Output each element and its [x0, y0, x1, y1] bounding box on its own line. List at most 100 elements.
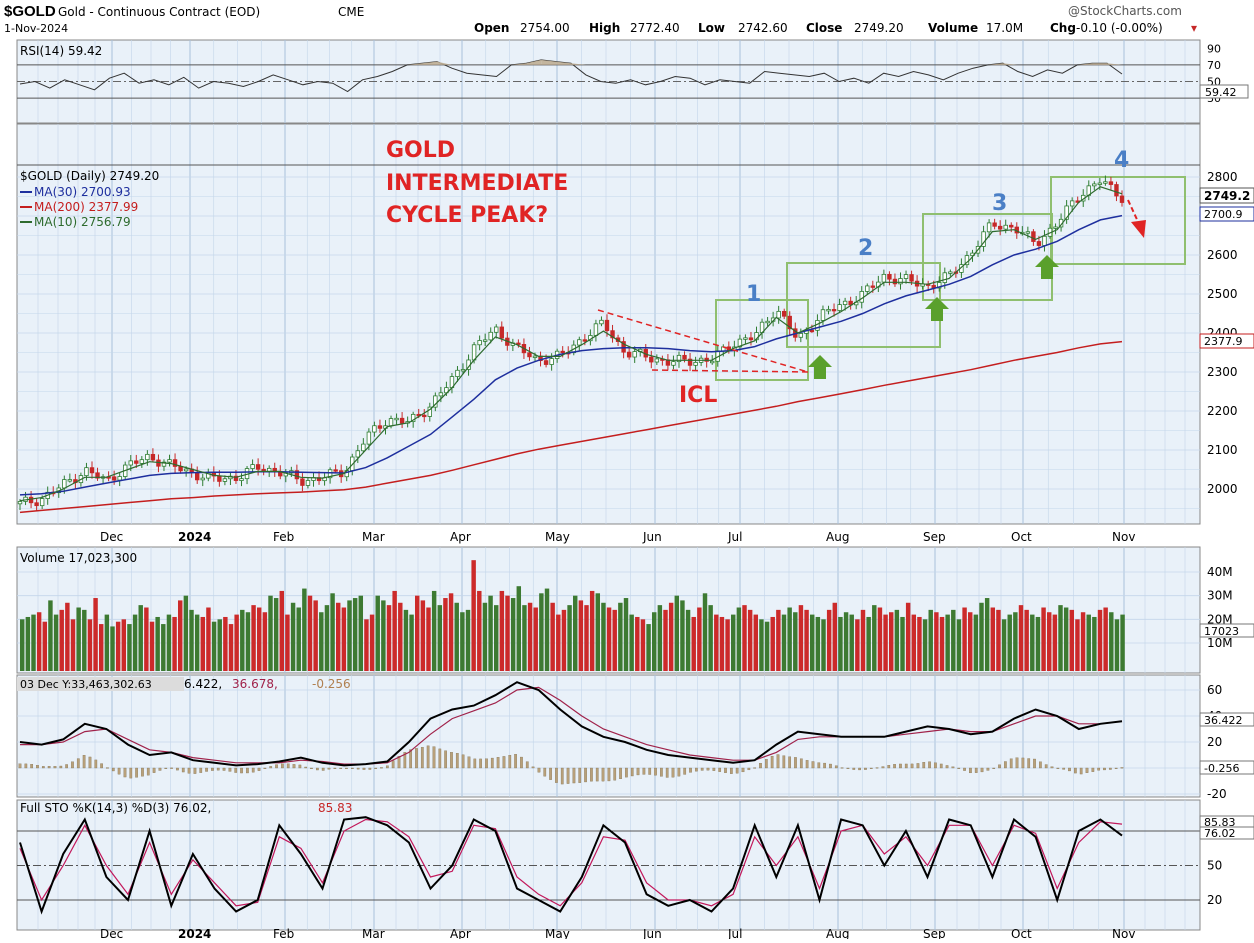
macd-hist-bar [525, 761, 529, 769]
price-tick: 2100 [1207, 443, 1238, 457]
volume-bar [776, 609, 781, 671]
down-arrow-icon [1131, 220, 1146, 238]
macd-hist-bar [648, 767, 652, 775]
macd-hist-bar [76, 758, 80, 769]
volume-bar [499, 590, 505, 671]
macd-hist-bar [782, 755, 786, 769]
candle-body [388, 418, 394, 427]
volume-bar [228, 624, 234, 671]
candle-body [482, 339, 488, 342]
candle-body [477, 340, 482, 346]
candle-body [682, 354, 687, 360]
volume-bar [578, 600, 584, 671]
volume-bar [217, 619, 222, 671]
volume-bar [460, 612, 465, 671]
volume-bar [934, 612, 939, 671]
volume-bar [539, 593, 544, 671]
low-label: Low [698, 21, 725, 35]
volume-bar [59, 609, 64, 671]
volume-bars [20, 560, 1125, 671]
cycle-label-1: 1 [746, 282, 761, 307]
candle-body [172, 459, 178, 467]
volume-bar [1063, 607, 1069, 671]
candle-body [593, 323, 599, 336]
month-label: Dec [100, 927, 123, 939]
volume-bar [330, 593, 335, 671]
macd-hist-bar [100, 763, 103, 769]
volume-bar [319, 612, 324, 671]
candle-body [831, 309, 837, 312]
annotation-line-3: CYCLE PEAK? [386, 203, 548, 228]
macd-hist-bar [53, 766, 57, 769]
volume-bar [369, 614, 375, 671]
macd-hist-bar [30, 764, 34, 769]
close-label: Close [806, 21, 842, 35]
candle-body [222, 478, 228, 482]
macd-tag-a-box [1199, 712, 1254, 727]
macd-hist-bar [1103, 767, 1106, 771]
volume-bar [945, 614, 950, 671]
rsi-overbought-fill [407, 63, 423, 65]
macd-hist-bar [957, 767, 961, 769]
contract-name: Gold - Continuous Contract (EOD) [58, 5, 260, 19]
candle-body [111, 476, 117, 481]
month-label: Aug [826, 927, 849, 939]
candle-body [942, 272, 947, 283]
macd-hist-bar [94, 759, 98, 769]
volume-bar [104, 614, 110, 671]
month-label: Jun [642, 927, 662, 939]
candle-body [981, 231, 986, 247]
price-tag-box [1199, 187, 1254, 204]
volume-bar [527, 602, 533, 671]
macd-hist-bar [706, 767, 710, 771]
volume-bar [781, 614, 787, 671]
volume-bar [939, 616, 945, 671]
macd-hist-bar [794, 757, 797, 769]
candle-body [776, 310, 781, 319]
candle-body [826, 309, 831, 312]
macd-hist-bar [939, 763, 943, 769]
candle-body [870, 285, 876, 288]
macd-hist-bar [590, 767, 593, 782]
macd-hist-bar [741, 767, 745, 773]
macd-hist-bar [759, 763, 762, 769]
macd-hist-bar [893, 764, 896, 769]
volume-bar [798, 605, 804, 671]
volume-bar [1035, 616, 1041, 671]
month-label: Sep [923, 530, 946, 544]
candle-body [128, 460, 133, 466]
rsi-overbought-fill [422, 61, 437, 65]
close-value: 2749.20 [854, 21, 904, 35]
candle-body [67, 479, 73, 482]
candle-body [233, 475, 239, 481]
volume-bar [70, 619, 76, 671]
candle-body [1108, 181, 1114, 185]
macd-hist-bar [251, 767, 255, 773]
macd-hist-bar [630, 767, 634, 777]
volume-bar [956, 619, 962, 671]
symbol-text: $GOLD [4, 3, 56, 20]
cycle-label-4: 4 [1114, 148, 1129, 173]
candle-body [693, 361, 698, 366]
macd-hist-bar [864, 767, 867, 770]
macd-label-values: 6.422, [184, 677, 222, 691]
candle-body [632, 351, 637, 358]
candle-body [621, 341, 626, 353]
volume-bar [1075, 619, 1080, 671]
candle-body [671, 361, 676, 366]
candle-body [1114, 184, 1119, 197]
volume-bar [1120, 614, 1125, 671]
candle-body [1119, 195, 1125, 203]
volume-bar [911, 614, 917, 671]
macd-hist-bar [490, 757, 494, 769]
macd-hist-bar [904, 763, 908, 769]
volume-bar [990, 607, 996, 671]
macd-line [19, 681, 1123, 767]
volume-bar [900, 616, 905, 671]
trend-lines [597, 199, 1146, 373]
volume-bar [1007, 614, 1012, 671]
volume-bar [922, 619, 928, 671]
volume-bar [206, 607, 211, 671]
month-label: Sep [923, 927, 946, 939]
volume-bar [815, 616, 821, 671]
